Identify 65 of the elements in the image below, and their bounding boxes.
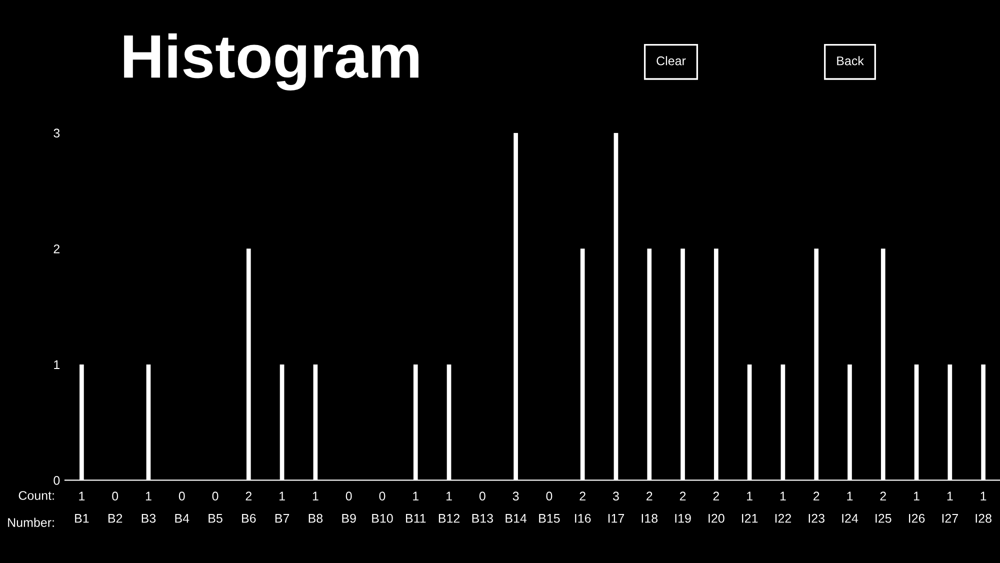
data-label: 1	[780, 492, 786, 500]
x-tick-label: I21	[742, 514, 758, 523]
data-label: 0	[479, 492, 486, 501]
x-tick-label: B1	[75, 514, 89, 523]
x-tick-label: B5	[208, 514, 222, 523]
data-label: 1	[312, 492, 318, 500]
x-tick-label: I16	[575, 514, 591, 523]
y-tick-label: 0	[54, 476, 60, 485]
y-tick-label: 3	[54, 128, 60, 138]
text: Back	[837, 56, 864, 66]
x-tick-label: I27	[942, 514, 958, 523]
x-tick-label: B6	[242, 514, 256, 523]
data-label: 3	[612, 492, 619, 501]
data-label: 2	[580, 492, 586, 500]
data-label: 1	[146, 492, 152, 500]
x-tick-label: B10	[372, 514, 393, 523]
data-label: 1	[79, 492, 85, 500]
x-tick-label: I20	[708, 514, 724, 523]
data-label: 2	[880, 492, 886, 500]
data-label: 0	[178, 492, 185, 501]
data-label: 1	[413, 492, 418, 500]
data-label: 1	[947, 492, 953, 500]
y-tick-label: 2	[54, 244, 60, 254]
x-tick-label: B11	[406, 514, 426, 523]
x-tick-label: B15	[539, 514, 560, 523]
data-label: 1	[847, 492, 853, 500]
text: Number:	[8, 518, 54, 527]
y-tick-label: 1	[54, 360, 60, 369]
data-label: 1	[914, 492, 920, 500]
x-tick-label: B9	[342, 514, 356, 523]
data-label: 0	[112, 492, 118, 501]
data-label: 0	[379, 492, 386, 501]
data-label: 1	[980, 492, 986, 500]
x-tick-label: I17	[608, 514, 624, 523]
text: Count:	[18, 491, 54, 500]
x-tick-label: I25	[876, 514, 892, 523]
data-label: 1	[280, 492, 285, 500]
x-tick-label: B3	[142, 514, 156, 523]
x-tick-label: B4	[175, 514, 190, 523]
data-label: 2	[813, 492, 820, 500]
data-label: 0	[546, 492, 552, 501]
data-label: 2	[680, 492, 686, 500]
x-tick-label: I26	[908, 514, 925, 523]
data-label: 1	[747, 492, 752, 500]
x-tick-label: B7	[275, 514, 290, 523]
text: Clear	[656, 56, 686, 66]
data-label: 1	[446, 492, 452, 500]
x-tick-label: B8	[308, 514, 323, 523]
x-tick-label: I28	[976, 514, 992, 523]
data-label: 3	[512, 492, 519, 501]
x-tick-label: B12	[438, 514, 460, 523]
x-tick-label: B14	[506, 514, 527, 523]
x-tick-label: I23	[808, 514, 824, 523]
data-label: 0	[346, 492, 352, 501]
x-tick-label: I18	[642, 514, 658, 523]
data-label: 0	[212, 492, 218, 501]
chart-title: Histogram	[124, 33, 418, 91]
x-tick-label: I24	[842, 514, 858, 523]
x-tick-label: B13	[472, 514, 493, 523]
x-tick-label: I22	[775, 514, 792, 523]
data-label: 2	[713, 492, 720, 500]
data-label: 2	[246, 492, 252, 500]
x-tick-label: I19	[675, 514, 691, 523]
x-tick-label: B2	[108, 514, 122, 523]
data-label: 2	[646, 492, 652, 500]
